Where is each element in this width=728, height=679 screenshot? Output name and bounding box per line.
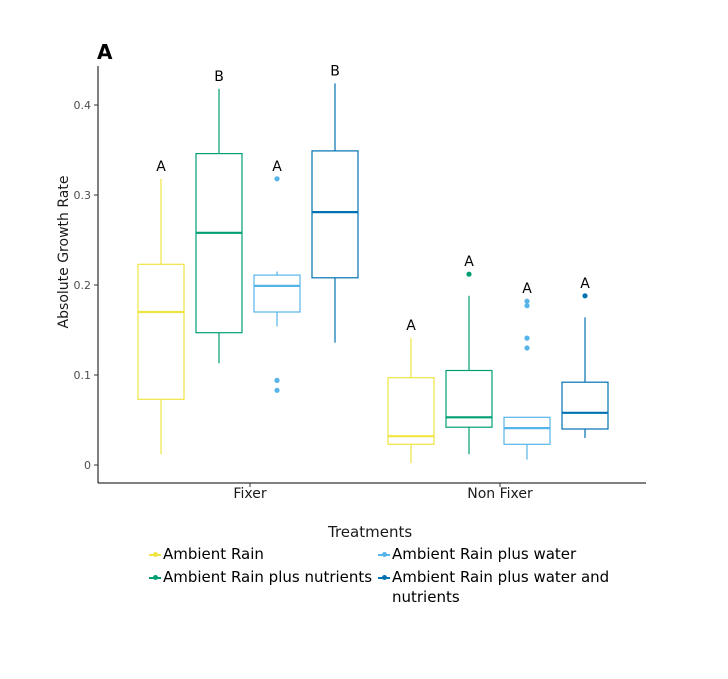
significance-letter: A [156, 159, 166, 175]
y-tick-label: 0.4 [74, 99, 92, 112]
box-iqr [253, 274, 301, 313]
box-group: B [311, 63, 359, 343]
outlier-point [274, 387, 280, 393]
significance-letter: A [522, 281, 532, 297]
box-group: A [253, 159, 301, 393]
legend-label-continued: nutrients [392, 588, 460, 606]
outlier-point [274, 377, 280, 383]
x-axis-ticks: Fixer Non Fixer [233, 483, 533, 502]
box-group: A [387, 318, 435, 464]
x-tick-label: Fixer [233, 486, 266, 502]
legend-label: Ambient Rain plus nutrients [163, 568, 373, 586]
y-axis-ticks: 0 0.1 0.2 0.3 0.4 [74, 99, 98, 472]
significance-letter: A [406, 318, 416, 334]
y-tick-label: 0.3 [74, 189, 92, 202]
outlier-point [524, 335, 530, 341]
legend-label: Ambient Rain plus water [392, 545, 577, 563]
box-group: A [137, 159, 185, 455]
legend-title: Treatments [328, 523, 413, 541]
significance-letter: B [214, 69, 224, 85]
outlier-point [524, 345, 530, 351]
box-group: A [561, 276, 609, 438]
box-iqr [137, 263, 185, 400]
y-tick-label: 0.2 [74, 279, 92, 292]
legend-key-icon [378, 567, 390, 587]
y-tick-label: 0.1 [74, 369, 92, 382]
x-tick-label: Non Fixer [467, 486, 533, 502]
significance-letter: B [330, 63, 340, 79]
legend-item-ambient-rain-plus-water-and-nutrients: Ambient Rain plus water and nutrients [378, 567, 609, 607]
box-iqr [311, 150, 359, 279]
legend-key-icon [149, 544, 161, 564]
box-iqr [387, 377, 435, 445]
y-tick-label: 0 [84, 459, 91, 472]
legend-label: Ambient Rain [163, 545, 264, 563]
box-groups: A B A B A A A A [137, 63, 609, 464]
significance-letter: A [580, 276, 590, 292]
box-group: B [195, 69, 243, 364]
legend-key-icon [378, 544, 390, 564]
significance-letter: A [464, 254, 474, 270]
y-axis-title: Absolute Growth Rate [56, 176, 72, 329]
box-iqr [503, 416, 551, 445]
legend-key-icon [149, 567, 161, 587]
outlier-point [524, 303, 530, 309]
legend-item-ambient-rain-plus-water: Ambient Rain plus water [378, 544, 576, 564]
legend-item-ambient-rain: Ambient Rain [149, 544, 264, 564]
legend-item-ambient-rain-plus-nutrients: Ambient Rain plus nutrients [149, 567, 372, 587]
significance-letter: A [272, 159, 282, 175]
box-iqr [445, 369, 493, 428]
panel-label: A [97, 40, 113, 64]
outlier-point [274, 176, 280, 182]
outlier-point [582, 293, 588, 299]
box-group: A [445, 254, 493, 455]
box-iqr [561, 381, 609, 430]
outlier-point [524, 298, 530, 304]
outlier-point [466, 271, 472, 277]
box-iqr [195, 153, 243, 334]
legend-label: Ambient Rain plus water and [392, 568, 610, 586]
box-group: A [503, 281, 551, 460]
